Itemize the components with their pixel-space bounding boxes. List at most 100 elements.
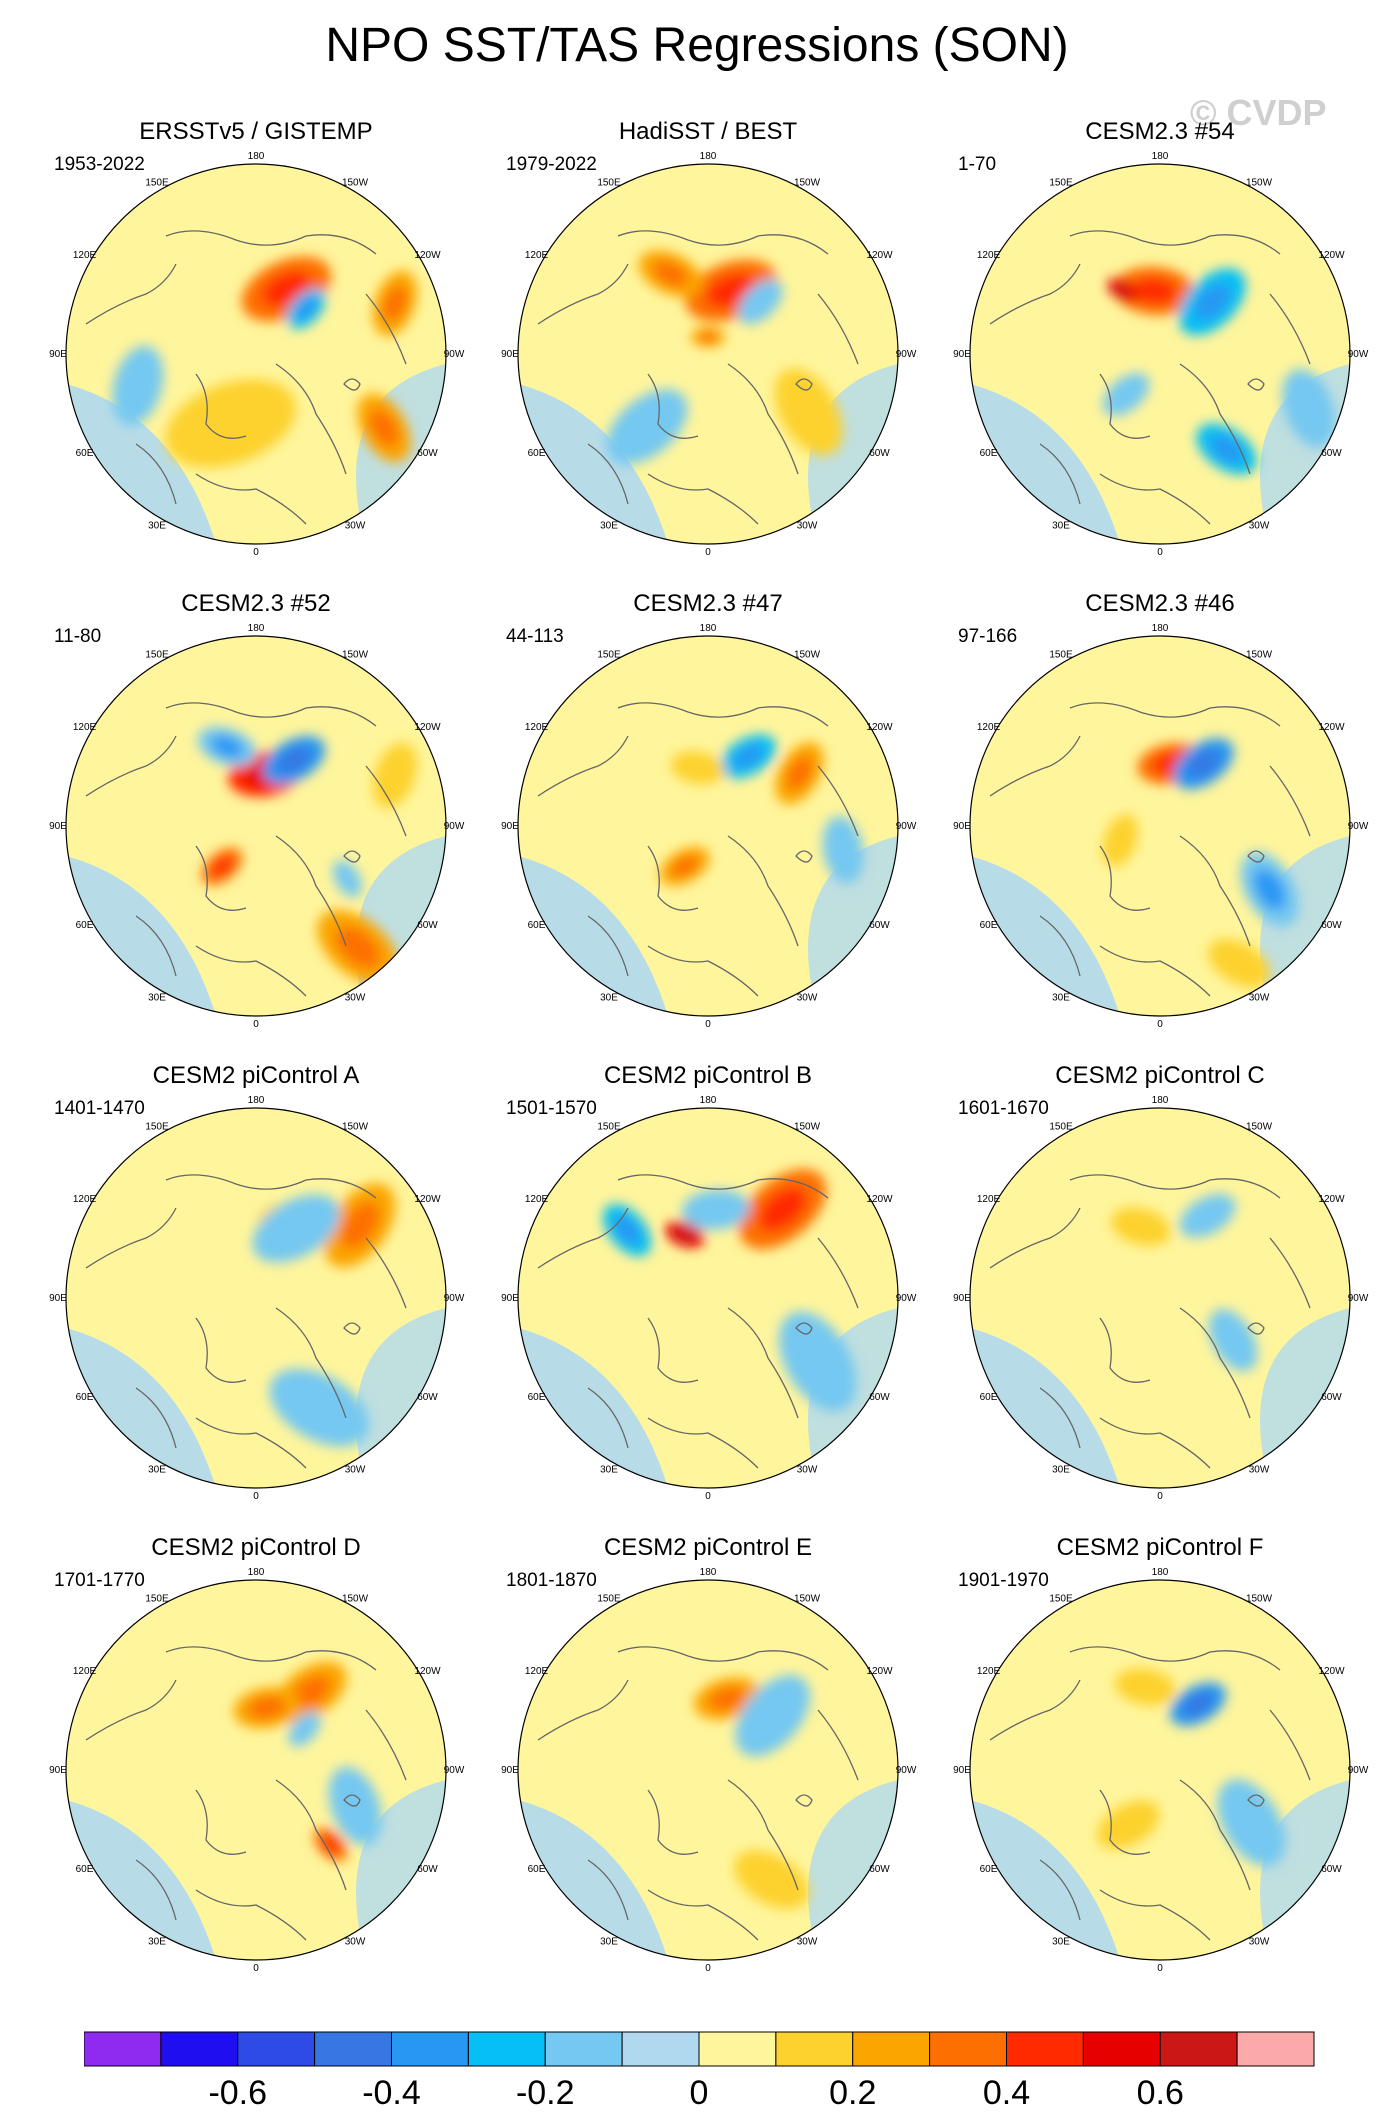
longitude-label: 0	[1157, 547, 1163, 558]
longitude-label: 150E	[597, 1594, 621, 1605]
longitude-label: 180	[700, 1567, 717, 1578]
longitude-label: 180	[1152, 151, 1169, 162]
longitude-label: 150W	[1246, 650, 1273, 661]
longitude-label: 60W	[1321, 920, 1342, 931]
longitude-label: 120E	[525, 1666, 549, 1677]
coastline	[365, 1709, 407, 1781]
coastline	[537, 1679, 629, 1741]
map-boundary	[517, 1107, 899, 1489]
colorbar-box	[1082, 2031, 1161, 2067]
anomaly-region	[606, 389, 688, 465]
anomaly-region	[1102, 814, 1139, 867]
panel-year-range: 1-70	[958, 154, 997, 175]
coastline	[647, 473, 759, 525]
coastline	[647, 1789, 699, 1855]
longitude-label: 60E	[980, 920, 998, 931]
panel-year-range: 1901-1970	[958, 1570, 1049, 1591]
longitude-label: 0	[253, 547, 259, 558]
anomaly-region	[269, 1368, 370, 1447]
colorbar-box	[314, 2031, 392, 2067]
anomaly-core	[335, 926, 381, 968]
map-panel: CESM2.3 #52 180 150E 120E 90E 60E 30E 0 30W 60W 90…	[46, 590, 466, 1030]
longitude-label: 90W	[1348, 1293, 1369, 1304]
coastline	[989, 263, 1081, 325]
figure-title: NPO SST/TAS Regressions (SON)	[325, 19, 1069, 72]
colorbar-box	[544, 2031, 623, 2067]
longitude-label: 60E	[980, 448, 998, 459]
longitude-label: 0	[1157, 1491, 1163, 1502]
coastline	[85, 1207, 177, 1269]
coastline	[537, 1207, 629, 1269]
anomaly-region	[1179, 1193, 1236, 1238]
map-boundary	[65, 635, 447, 1017]
anomaly-core	[708, 1686, 746, 1711]
longitude-label: 90W	[896, 349, 917, 360]
longitude-label: 60W	[417, 1864, 438, 1875]
polar-map: 180 150E 120E 90E 60E 30E 0 30W 60W 90W 120W 150W	[49, 623, 465, 1030]
coastline	[817, 293, 859, 365]
coastline	[365, 293, 407, 365]
longitude-label: 60W	[869, 448, 890, 459]
longitude-label: 150W	[342, 1122, 369, 1133]
anomaly-region	[1217, 1779, 1286, 1867]
panel-year-range: 11-80	[54, 626, 102, 647]
longitude-label: 120E	[73, 250, 97, 261]
longitude-label: 60E	[528, 1392, 546, 1403]
coastline	[617, 1646, 829, 1671]
longitude-label: 30E	[148, 520, 166, 531]
coastline	[795, 378, 813, 391]
longitude-label: 120E	[525, 722, 549, 733]
polar-map: 180 150E 120E 90E 60E 30E 0 30W 60W 90W 120W 150W	[501, 1567, 917, 1974]
anomaly-core	[290, 1675, 331, 1709]
anomaly-region	[332, 860, 362, 898]
anomaly-core	[248, 1696, 286, 1719]
coastline	[195, 1417, 307, 1469]
longitude-label: 90W	[896, 1293, 917, 1304]
anomaly-region	[288, 1711, 321, 1747]
longitude-label: 90W	[896, 821, 917, 832]
longitude-label: 120W	[414, 722, 441, 733]
panel-title: CESM2 piControl E	[603, 1534, 813, 1561]
longitude-label: 60W	[869, 1392, 890, 1403]
coastline	[1247, 850, 1265, 863]
anomaly-core	[1253, 868, 1286, 910]
coastline	[85, 1679, 177, 1741]
longitude-label: 30W	[345, 1464, 366, 1475]
anomaly-core	[1187, 749, 1221, 778]
coastline	[647, 1889, 759, 1941]
colorbar-box	[1236, 2031, 1315, 2067]
longitude-label: 150W	[342, 650, 369, 661]
colorbar-box	[621, 2031, 700, 2067]
coastline	[647, 1417, 759, 1469]
coastline	[1247, 1322, 1265, 1335]
longitude-label: 120E	[73, 722, 97, 733]
polar-map: 180 150E 120E 90E 60E 30E 0 30W 60W 90W 120W 150W	[501, 151, 917, 558]
panel-title: CESM2.3 #52	[181, 590, 331, 617]
longitude-label: 120W	[1318, 250, 1345, 261]
anomaly-region	[774, 368, 843, 456]
longitude-label: 120W	[1318, 722, 1345, 733]
longitude-label: 30W	[797, 992, 818, 1003]
longitude-label: 0	[705, 1491, 711, 1502]
longitude-label: 30E	[148, 992, 166, 1003]
coastline	[165, 702, 377, 727]
coastline	[343, 850, 361, 863]
coastline	[817, 1237, 859, 1309]
longitude-label: 30W	[1249, 1464, 1270, 1475]
coastline	[343, 378, 361, 391]
longitude-label: 150E	[597, 178, 621, 189]
panel-title: CESM2 piControl A	[152, 1062, 360, 1089]
anomaly-core	[732, 744, 764, 769]
longitude-label: 180	[248, 1567, 265, 1578]
anomaly-region	[822, 816, 864, 884]
anomaly-core	[674, 1227, 696, 1242]
longitude-label: 60E	[528, 448, 546, 459]
coastline	[85, 263, 177, 325]
anomaly-region	[1115, 1668, 1176, 1706]
colorbar-box	[1159, 2031, 1238, 2067]
map-panel: CESM2 piControl A 180 150E 120E 90E 60E 30E 0 30…	[46, 1062, 466, 1502]
colorbar-box	[160, 2031, 239, 2067]
panel-title: CESM2 piControl B	[603, 1062, 813, 1089]
longitude-label: 60E	[980, 1392, 998, 1403]
longitude-label: 90W	[896, 1765, 917, 1776]
